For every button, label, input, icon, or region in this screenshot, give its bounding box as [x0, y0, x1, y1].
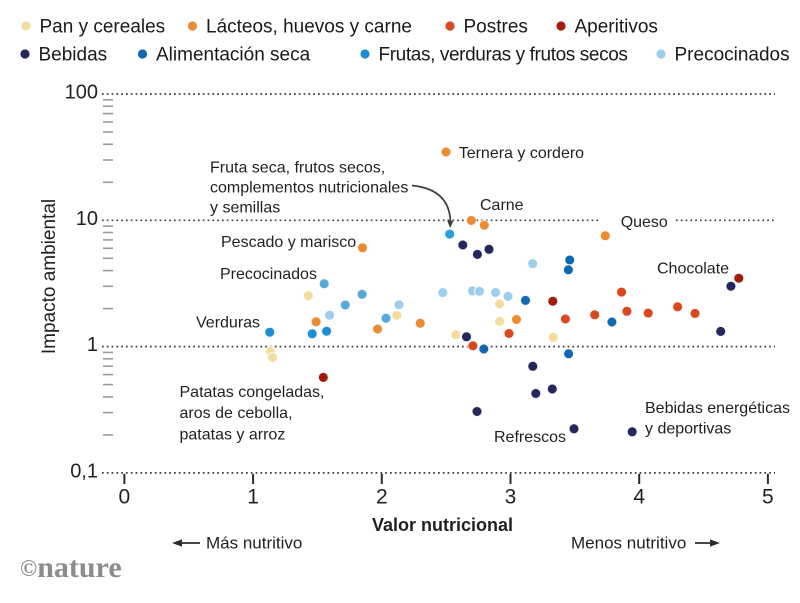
svg-text:patatas y arroz: patatas y arroz: [180, 426, 286, 443]
svg-text:10: 10: [76, 208, 98, 230]
svg-text:3: 3: [505, 486, 517, 509]
svg-text:Pan y cereales: Pan y cereales: [40, 17, 166, 38]
svg-text:Bebidas: Bebidas: [39, 45, 108, 66]
svg-text:complementos nutricionales: complementos nutricionales: [210, 180, 408, 197]
svg-text:1: 1: [87, 334, 98, 356]
svg-text:Queso: Queso: [621, 214, 668, 231]
svg-text:Carne: Carne: [480, 197, 524, 214]
svg-text:Verduras: Verduras: [196, 315, 260, 332]
svg-text:Precocinados: Precocinados: [675, 45, 790, 66]
svg-text:Alimentación seca: Alimentación seca: [156, 45, 311, 66]
svg-text:Lácteos, huevos y carne: Lácteos, huevos y carne: [206, 17, 412, 38]
svg-text:1: 1: [247, 486, 259, 509]
svg-text:0,1: 0,1: [70, 460, 98, 482]
svg-text:Aperitivos: Aperitivos: [575, 17, 658, 38]
svg-text:100: 100: [65, 82, 98, 104]
svg-text:Postres: Postres: [464, 17, 528, 38]
svg-text:aros de cebolla,: aros de cebolla,: [180, 405, 293, 422]
svg-text:Frutas, verduras y frutos seco: Frutas, verduras y frutos secos: [379, 45, 628, 66]
svg-text:5: 5: [762, 486, 774, 509]
svg-text:Chocolate: Chocolate: [657, 261, 729, 278]
svg-text:0: 0: [119, 486, 131, 509]
svg-text:Bebidas energéticas: Bebidas energéticas: [645, 400, 790, 417]
svg-text:Fruta seca, frutos secos,: Fruta seca, frutos secos,: [210, 160, 385, 177]
svg-text:4: 4: [633, 486, 645, 509]
svg-text:2: 2: [376, 486, 388, 509]
svg-text:©nature: ©nature: [20, 551, 122, 584]
svg-text:Precocinados: Precocinados: [220, 266, 317, 283]
svg-text:y semillas: y semillas: [210, 199, 280, 216]
svg-text:Menos nutritivo: Menos nutritivo: [571, 534, 686, 553]
svg-text:Pescado y marisco: Pescado y marisco: [221, 234, 356, 251]
svg-text:Patatas congeladas,: Patatas congeladas,: [180, 384, 325, 401]
svg-text:y deportivas: y deportivas: [645, 421, 731, 438]
svg-text:Ternera y cordero: Ternera y cordero: [459, 145, 584, 162]
svg-text:Valor nutricional: Valor nutricional: [372, 515, 513, 535]
svg-text:Refrescos: Refrescos: [494, 429, 566, 446]
svg-text:Más nutritivo: Más nutritivo: [206, 534, 302, 553]
svg-text:Impacto ambiental: Impacto ambiental: [39, 199, 60, 354]
